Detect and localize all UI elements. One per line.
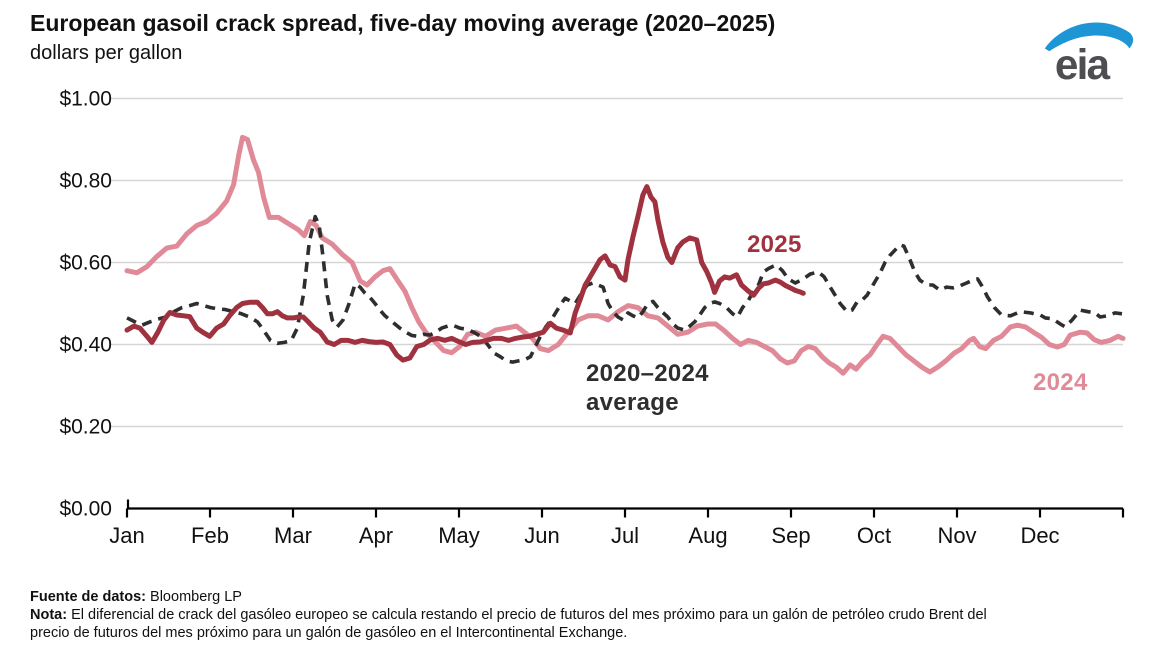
eia-logo: eia (1044, 22, 1134, 88)
y-tick-label: $0.40 (59, 334, 112, 357)
y-tick-label: $0.20 (59, 416, 112, 439)
month-label: Dec (1020, 523, 1059, 548)
month-label: May (438, 523, 480, 548)
page-title: European gasoil crack spread, five-day m… (30, 10, 776, 36)
x-axis: Jan Feb Mar Apr May Jun Jul Aug Sep Oct Nov Dec (109, 499, 1125, 548)
month-label: Oct (857, 523, 891, 548)
y-axis-tick-labels: $0.00 $0.20 $0.40 $0.60 $0.80 $1.00 (59, 88, 112, 521)
series-line-2025 (124, 184, 806, 363)
series-label-2025: 2025 (747, 231, 802, 258)
month-label: Apr (359, 523, 393, 548)
y-tick-label: $0.60 (59, 252, 112, 275)
series-line-2020-2024-average (126, 214, 1123, 364)
note-text-2: precio de futuros del mes próximo para u… (30, 625, 628, 641)
month-label: Feb (191, 523, 229, 548)
note-line-2: precio de futuros del mes próximo para u… (30, 624, 1130, 642)
month-label: Jul (611, 523, 639, 548)
note-label: Nota: (30, 607, 68, 623)
series-label-average-line1: 2020–2024 (586, 360, 709, 387)
note-text-1: El diferencial de crack del gasóleo euro… (67, 607, 987, 623)
y-tick-label: $1.00 (59, 88, 112, 111)
month-label: Mar (274, 523, 312, 548)
chart-series-lines (124, 134, 1126, 376)
data-source-label: Fuente de datos: (30, 589, 147, 605)
month-label: Sep (771, 523, 810, 548)
series-label-average: 2020–2024 average (586, 359, 709, 417)
eia-logo-swoosh (1044, 22, 1134, 52)
month-label: Aug (688, 523, 727, 548)
month-label: Nov (937, 523, 976, 548)
footer-notes: Fuente de datos: Bloomberg LP Nota: El d… (30, 588, 1130, 642)
series-line-2024 (124, 134, 1126, 376)
note-line-1: Nota: El diferencial de crack del gasóle… (30, 606, 1130, 624)
data-source-line: Fuente de datos: Bloomberg LP (30, 588, 1130, 606)
y-axis-unit-label: dollars per gallon (30, 42, 183, 64)
y-tick-label: $0.00 (59, 498, 112, 521)
month-label: Jun (524, 523, 559, 548)
y-tick-label: $0.80 (59, 170, 112, 193)
month-label: Jan (109, 523, 144, 548)
data-source-value: Bloomberg LP (146, 589, 242, 605)
series-label-average-line2: average (586, 389, 679, 416)
eia-logo-text: eia (1055, 41, 1111, 88)
series-label-2024: 2024 (1033, 369, 1088, 396)
